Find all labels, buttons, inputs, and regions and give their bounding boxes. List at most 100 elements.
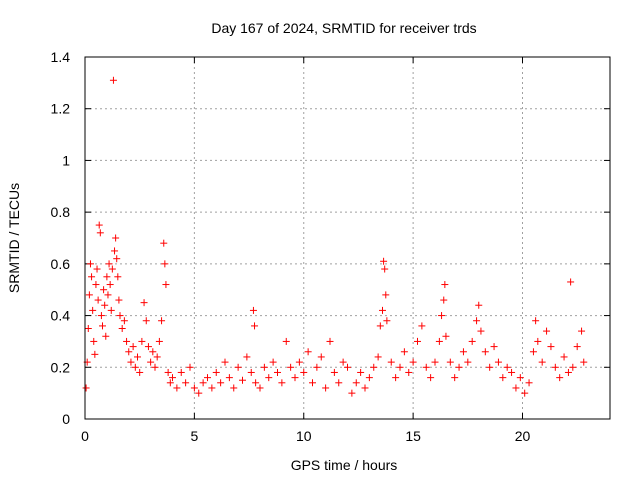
- data-point: [114, 273, 122, 281]
- data-point: [339, 358, 347, 366]
- data-point: [380, 257, 388, 265]
- data-point: [249, 306, 257, 314]
- data-point: [265, 374, 273, 382]
- data-point: [534, 337, 542, 345]
- data-point: [405, 368, 413, 376]
- data-point: [269, 358, 277, 366]
- plot-border: [84, 56, 611, 420]
- data-point: [440, 296, 448, 304]
- plot-frame: [84, 56, 611, 420]
- gridlines: [85, 57, 610, 419]
- data-point: [392, 374, 400, 382]
- data-point: [101, 301, 109, 309]
- data-point: [138, 337, 146, 345]
- data-point: [357, 368, 365, 376]
- data-point: [382, 291, 390, 299]
- data-point: [503, 363, 511, 371]
- data-point: [99, 322, 106, 330]
- data-point: [508, 368, 516, 376]
- data-point: [481, 348, 489, 356]
- data-point: [127, 358, 135, 366]
- y-tick-label: 0: [62, 411, 70, 427]
- data-point: [464, 358, 472, 366]
- data-point: [134, 353, 141, 361]
- data-point: [103, 273, 111, 281]
- data-point: [96, 229, 104, 237]
- data-point: [243, 353, 251, 361]
- x-tick-label: 15: [405, 428, 421, 444]
- data-point: [120, 317, 128, 325]
- y-tick-label: 1: [62, 152, 70, 168]
- data-point: [282, 337, 290, 345]
- data-point: [326, 337, 334, 345]
- data-point: [252, 379, 260, 387]
- data-point: [400, 348, 408, 356]
- data-point: [547, 343, 555, 351]
- data-point: [162, 281, 170, 289]
- data-point: [158, 317, 166, 325]
- data-point: [304, 348, 312, 356]
- data-point: [164, 368, 172, 376]
- data-point: [100, 286, 108, 294]
- data-point: [153, 353, 161, 361]
- data-point: [82, 384, 90, 392]
- data-point: [123, 337, 131, 345]
- data-point: [330, 368, 338, 376]
- data-point: [256, 384, 264, 392]
- data-point: [199, 379, 207, 387]
- data-point: [112, 234, 120, 242]
- data-point: [459, 348, 467, 356]
- data-point: [560, 353, 568, 361]
- data-point: [365, 374, 373, 382]
- data-point: [88, 273, 96, 281]
- data-point: [142, 317, 150, 325]
- data-point: [569, 363, 577, 371]
- x-axis-label: GPS time / hours: [291, 457, 398, 473]
- data-point: [173, 384, 181, 392]
- data-point: [234, 363, 242, 371]
- data-point: [322, 384, 330, 392]
- data-point: [473, 317, 481, 325]
- data-point: [409, 358, 417, 366]
- data-point: [335, 379, 343, 387]
- data-point: [186, 363, 194, 371]
- y-tick-label: 1.4: [51, 49, 71, 65]
- x-tick-label: 5: [190, 428, 198, 444]
- data-point: [86, 260, 94, 268]
- data-point: [525, 379, 533, 387]
- data-point: [116, 312, 124, 320]
- data-point: [208, 384, 216, 392]
- data-point: [578, 327, 586, 335]
- data-point: [352, 379, 360, 387]
- data-point: [344, 363, 351, 371]
- data-point: [379, 306, 386, 314]
- data-point: [477, 327, 485, 335]
- data-point: [149, 348, 157, 356]
- data-point: [521, 389, 529, 397]
- data-point: [89, 306, 97, 314]
- data-point: [446, 358, 454, 366]
- data-point: [374, 353, 382, 361]
- data-point: [92, 281, 100, 289]
- data-point: [225, 374, 233, 382]
- x-tick-label: 0: [81, 428, 89, 444]
- data-point: [84, 325, 92, 332]
- data-point: [260, 363, 268, 371]
- data-point: [91, 350, 99, 358]
- data-point: [376, 322, 384, 330]
- data-point: [427, 374, 435, 382]
- data-point: [468, 337, 476, 345]
- data-point: [102, 332, 110, 340]
- data-point: [204, 374, 211, 382]
- data-point: [512, 384, 520, 392]
- ticks: 0 5 10 15 20 0 0.2 0.4 0.6 0.8 1 1.2 1.4: [51, 49, 610, 444]
- data-point: [118, 325, 126, 332]
- data-point: [131, 363, 139, 371]
- data-point: [95, 221, 103, 229]
- data-point: [108, 265, 116, 273]
- data-point: [182, 379, 190, 387]
- y-tick-label: 0.2: [51, 359, 71, 375]
- data-point: [573, 343, 581, 351]
